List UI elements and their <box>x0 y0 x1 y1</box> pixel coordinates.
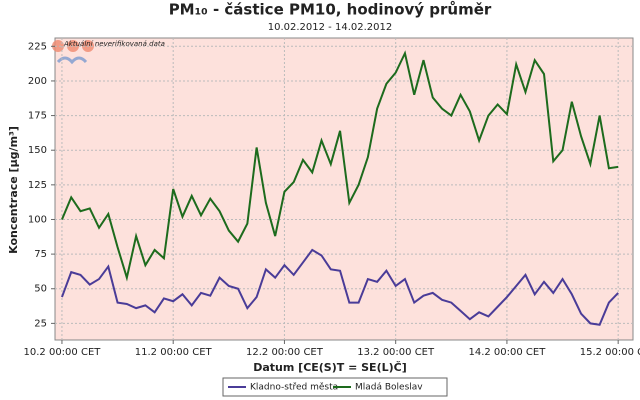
x-axis-title: Datum [CE(S)T = SE(L)Č] <box>253 361 407 374</box>
x-tick-label: 12.2 00:00 CET <box>246 347 324 358</box>
annotation: Aktuální neverifikovaná data <box>63 40 165 48</box>
x-tick-label: 13.2 00:00 CET <box>357 347 435 358</box>
y-tick-label: 100 <box>28 214 47 225</box>
chart-subtitle: 10.02.2012 - 14.02.2012 <box>268 22 392 33</box>
y-tick-label: 200 <box>28 76 47 87</box>
legend-label: Kladno-střed města <box>250 383 338 393</box>
series-line <box>61 248 619 326</box>
y-axis-title: Koncentrace [µg/m³] <box>7 126 20 254</box>
y-tick-label: 225 <box>28 41 47 52</box>
legend-label: Mladá Boleslav <box>355 383 423 393</box>
y-tick-label: 50 <box>34 284 47 295</box>
x-tick-label: 14.2 00:00 CET <box>468 347 546 358</box>
x-tick-label: 15.2 00:00 CET <box>580 347 640 358</box>
y-tick-label: 175 <box>28 111 47 122</box>
series-line <box>61 50 619 282</box>
y-tick-label: 125 <box>28 180 47 191</box>
plot-area <box>54 37 634 341</box>
x-tick-label: 11.2 00:00 CET <box>135 347 213 358</box>
y-tick-label: 25 <box>34 318 47 329</box>
chart-title: PM₁₀ - částice PM10, hodinový průměr <box>169 1 492 19</box>
x-tick-label: 10.2 00:00 CET <box>24 347 102 358</box>
y-tick-label: 75 <box>34 249 47 260</box>
y-tick-label: 150 <box>28 145 47 156</box>
